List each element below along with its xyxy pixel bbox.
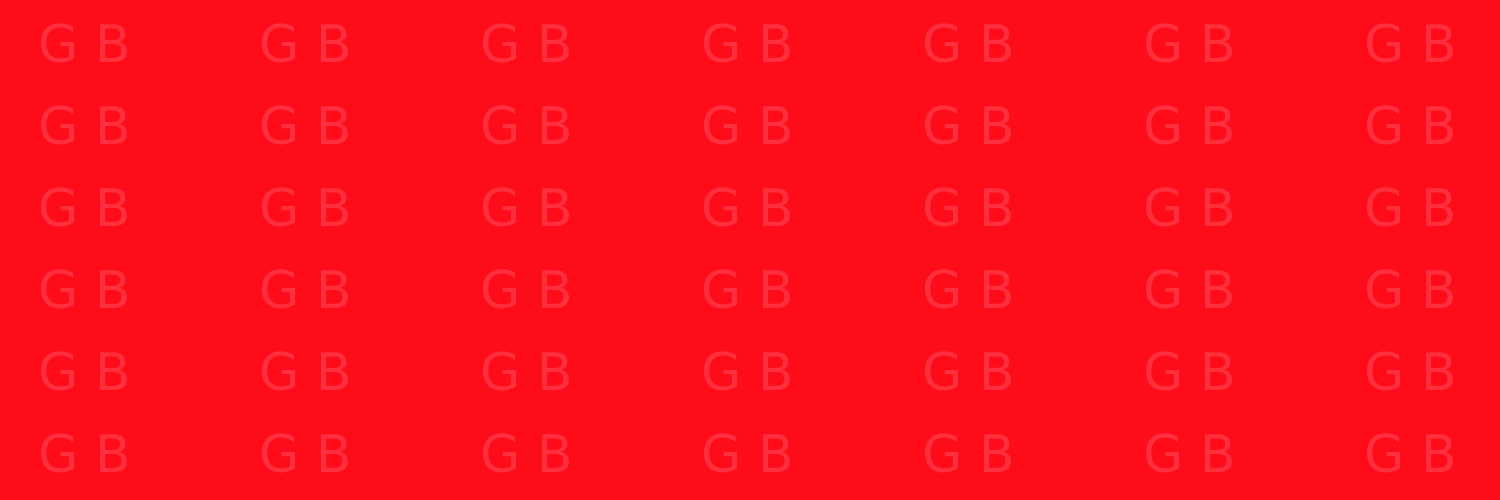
- pattern-tile: G B: [922, 425, 1015, 485]
- pattern-tile: G B: [1364, 261, 1457, 321]
- pattern-tile: G B: [922, 97, 1015, 157]
- pattern-tile: G B: [1143, 97, 1236, 157]
- pattern-tile: G B: [922, 261, 1015, 321]
- pattern-tile: G B: [480, 15, 573, 75]
- pattern-tile: G B: [38, 425, 131, 485]
- pattern-tile: G B: [259, 15, 352, 75]
- pattern-tile: G B: [38, 261, 131, 321]
- pattern-tile: G B: [480, 261, 573, 321]
- pattern-tile: G B: [480, 425, 573, 485]
- pattern-tile: G B: [259, 425, 352, 485]
- pattern-tile: G B: [38, 179, 131, 239]
- pattern-tile: G B: [701, 97, 794, 157]
- pattern-tile: G B: [922, 343, 1015, 403]
- pattern-tile: G B: [38, 343, 131, 403]
- pattern-tile: G B: [701, 261, 794, 321]
- pattern-tile: G B: [259, 97, 352, 157]
- pattern-tile: G B: [922, 179, 1015, 239]
- pattern-tile: G B: [259, 179, 352, 239]
- pattern-tile: G B: [701, 425, 794, 485]
- pattern-tile: G B: [1143, 179, 1236, 239]
- pattern-tile: G B: [701, 343, 794, 403]
- pattern-tile: G B: [1143, 261, 1236, 321]
- pattern-tile: G B: [1143, 15, 1236, 75]
- pattern-tile: G B: [1364, 179, 1457, 239]
- pattern-tile: G B: [480, 97, 573, 157]
- pattern-tile: G B: [701, 179, 794, 239]
- pattern-tile: G B: [1143, 425, 1236, 485]
- pattern-tile: G B: [1364, 343, 1457, 403]
- pattern-tile: G B: [259, 261, 352, 321]
- pattern-tile: G B: [1364, 425, 1457, 485]
- pattern-tile: G B: [259, 343, 352, 403]
- pattern-tile: G B: [922, 15, 1015, 75]
- pattern-tile: G B: [38, 15, 131, 75]
- pattern-tile: G B: [480, 343, 573, 403]
- pattern-tile: G B: [1364, 15, 1457, 75]
- pattern-tile: G B: [38, 97, 131, 157]
- pattern-tile: G B: [1143, 343, 1236, 403]
- pattern-tile: G B: [701, 15, 794, 75]
- pattern-tile: G B: [1364, 97, 1457, 157]
- pattern-tile: G B: [480, 179, 573, 239]
